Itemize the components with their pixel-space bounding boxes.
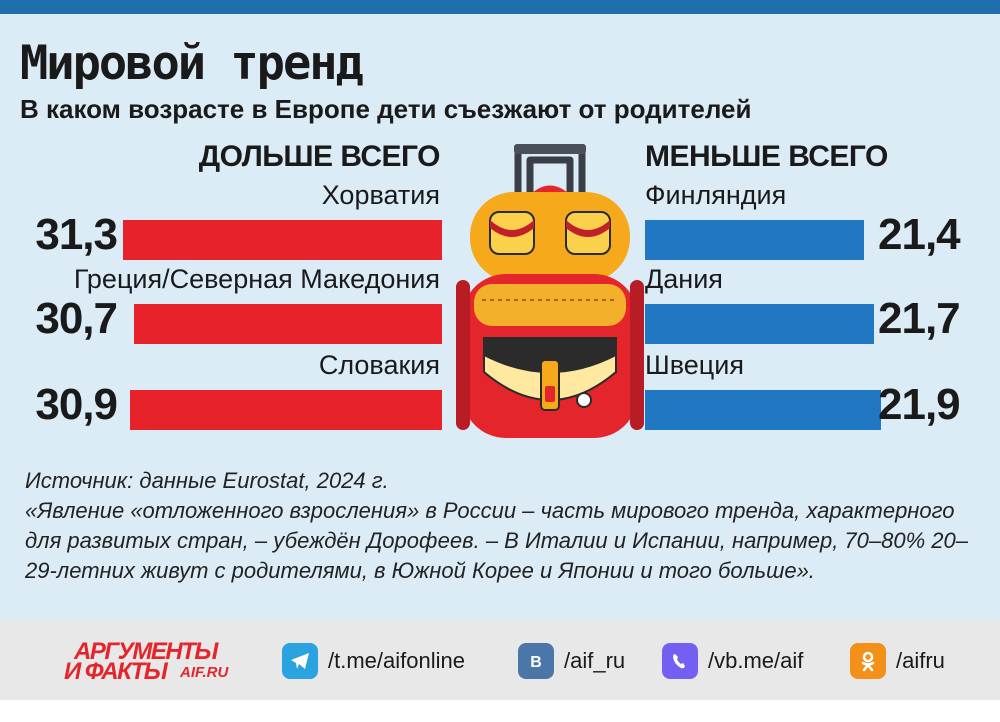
telegram-link[interactable]: /t.me/aifonline — [282, 642, 465, 680]
value-label: 30,9 — [35, 380, 118, 429]
logo-line-1: АРГУМЕНТЫ — [74, 638, 218, 665]
source-line: Источник: данные Eurostat, 2024 г. — [25, 468, 389, 493]
source-note: Источник: данные Eurostat, 2024 г. «Явле… — [25, 466, 980, 586]
odnoklassniki-link-text: /aifru — [896, 648, 945, 673]
svg-text:В: В — [530, 654, 542, 671]
odnoklassniki-icon — [850, 643, 886, 679]
page-subtitle: В каком возрасте в Европе дети съезжают … — [20, 94, 752, 124]
value-label: 30,7 — [35, 294, 118, 343]
country-label: Дания — [645, 264, 723, 294]
country-label: Греция/Северная Македония — [73, 264, 440, 294]
country-label: Словакия — [318, 350, 440, 380]
bar — [134, 304, 442, 344]
value-label: 31,3 — [35, 210, 118, 259]
bar — [130, 390, 442, 430]
value-label: 21,7 — [878, 294, 961, 343]
odnoklassniki-link[interactable]: /aifru — [850, 642, 945, 680]
viber-link-text: /vb.me/aif — [708, 648, 804, 673]
page-title: Мировой тренд — [20, 36, 364, 91]
top-accent-bar — [0, 0, 1000, 14]
vk-link-text: /aif_ru — [564, 648, 626, 673]
bar — [645, 390, 881, 430]
telegram-link-text: /t.me/aifonline — [328, 648, 465, 673]
bar — [645, 220, 864, 260]
logo-domain: AIF.RU — [180, 664, 229, 681]
country-label: Финляндия — [645, 180, 787, 210]
aif-logo[interactable]: АРГУМЕНТЫ И ФАКТЫ AIF.RU — [60, 638, 250, 685]
footer: АРГУМЕНТЫ И ФАКТЫ AIF.RU /t.me/aifonline… — [0, 620, 1000, 722]
country-label: Хорватия — [321, 180, 440, 210]
value-label: 21,4 — [878, 210, 961, 259]
bar — [645, 304, 874, 344]
value-label: 21,9 — [878, 380, 961, 429]
bar — [123, 220, 442, 260]
viber-icon — [662, 643, 698, 679]
vk-link[interactable]: В /aif_ru — [518, 642, 625, 680]
logo-line-2: И ФАКТЫ — [64, 658, 168, 685]
suitcase-illustration — [456, 144, 644, 438]
viber-link[interactable]: /vb.me/aif — [662, 642, 803, 680]
footer-strip: АРГУМЕНТЫ И ФАКТЫ AIF.RU /t.me/aifonline… — [0, 620, 1000, 700]
expert-quote: «Явление «отложенного взросления» в Росс… — [25, 498, 968, 583]
vk-icon: В — [518, 643, 554, 679]
shortest-column-heading: МЕНЬШЕ ВСЕГО — [645, 140, 888, 173]
telegram-icon — [282, 643, 318, 679]
country-label: Швеция — [645, 350, 744, 380]
main-panel: Мировой тренд В каком возрасте в Европе … — [0, 14, 1000, 620]
longest-column-heading: ДОЛЬШЕ ВСЕГО — [198, 140, 441, 173]
